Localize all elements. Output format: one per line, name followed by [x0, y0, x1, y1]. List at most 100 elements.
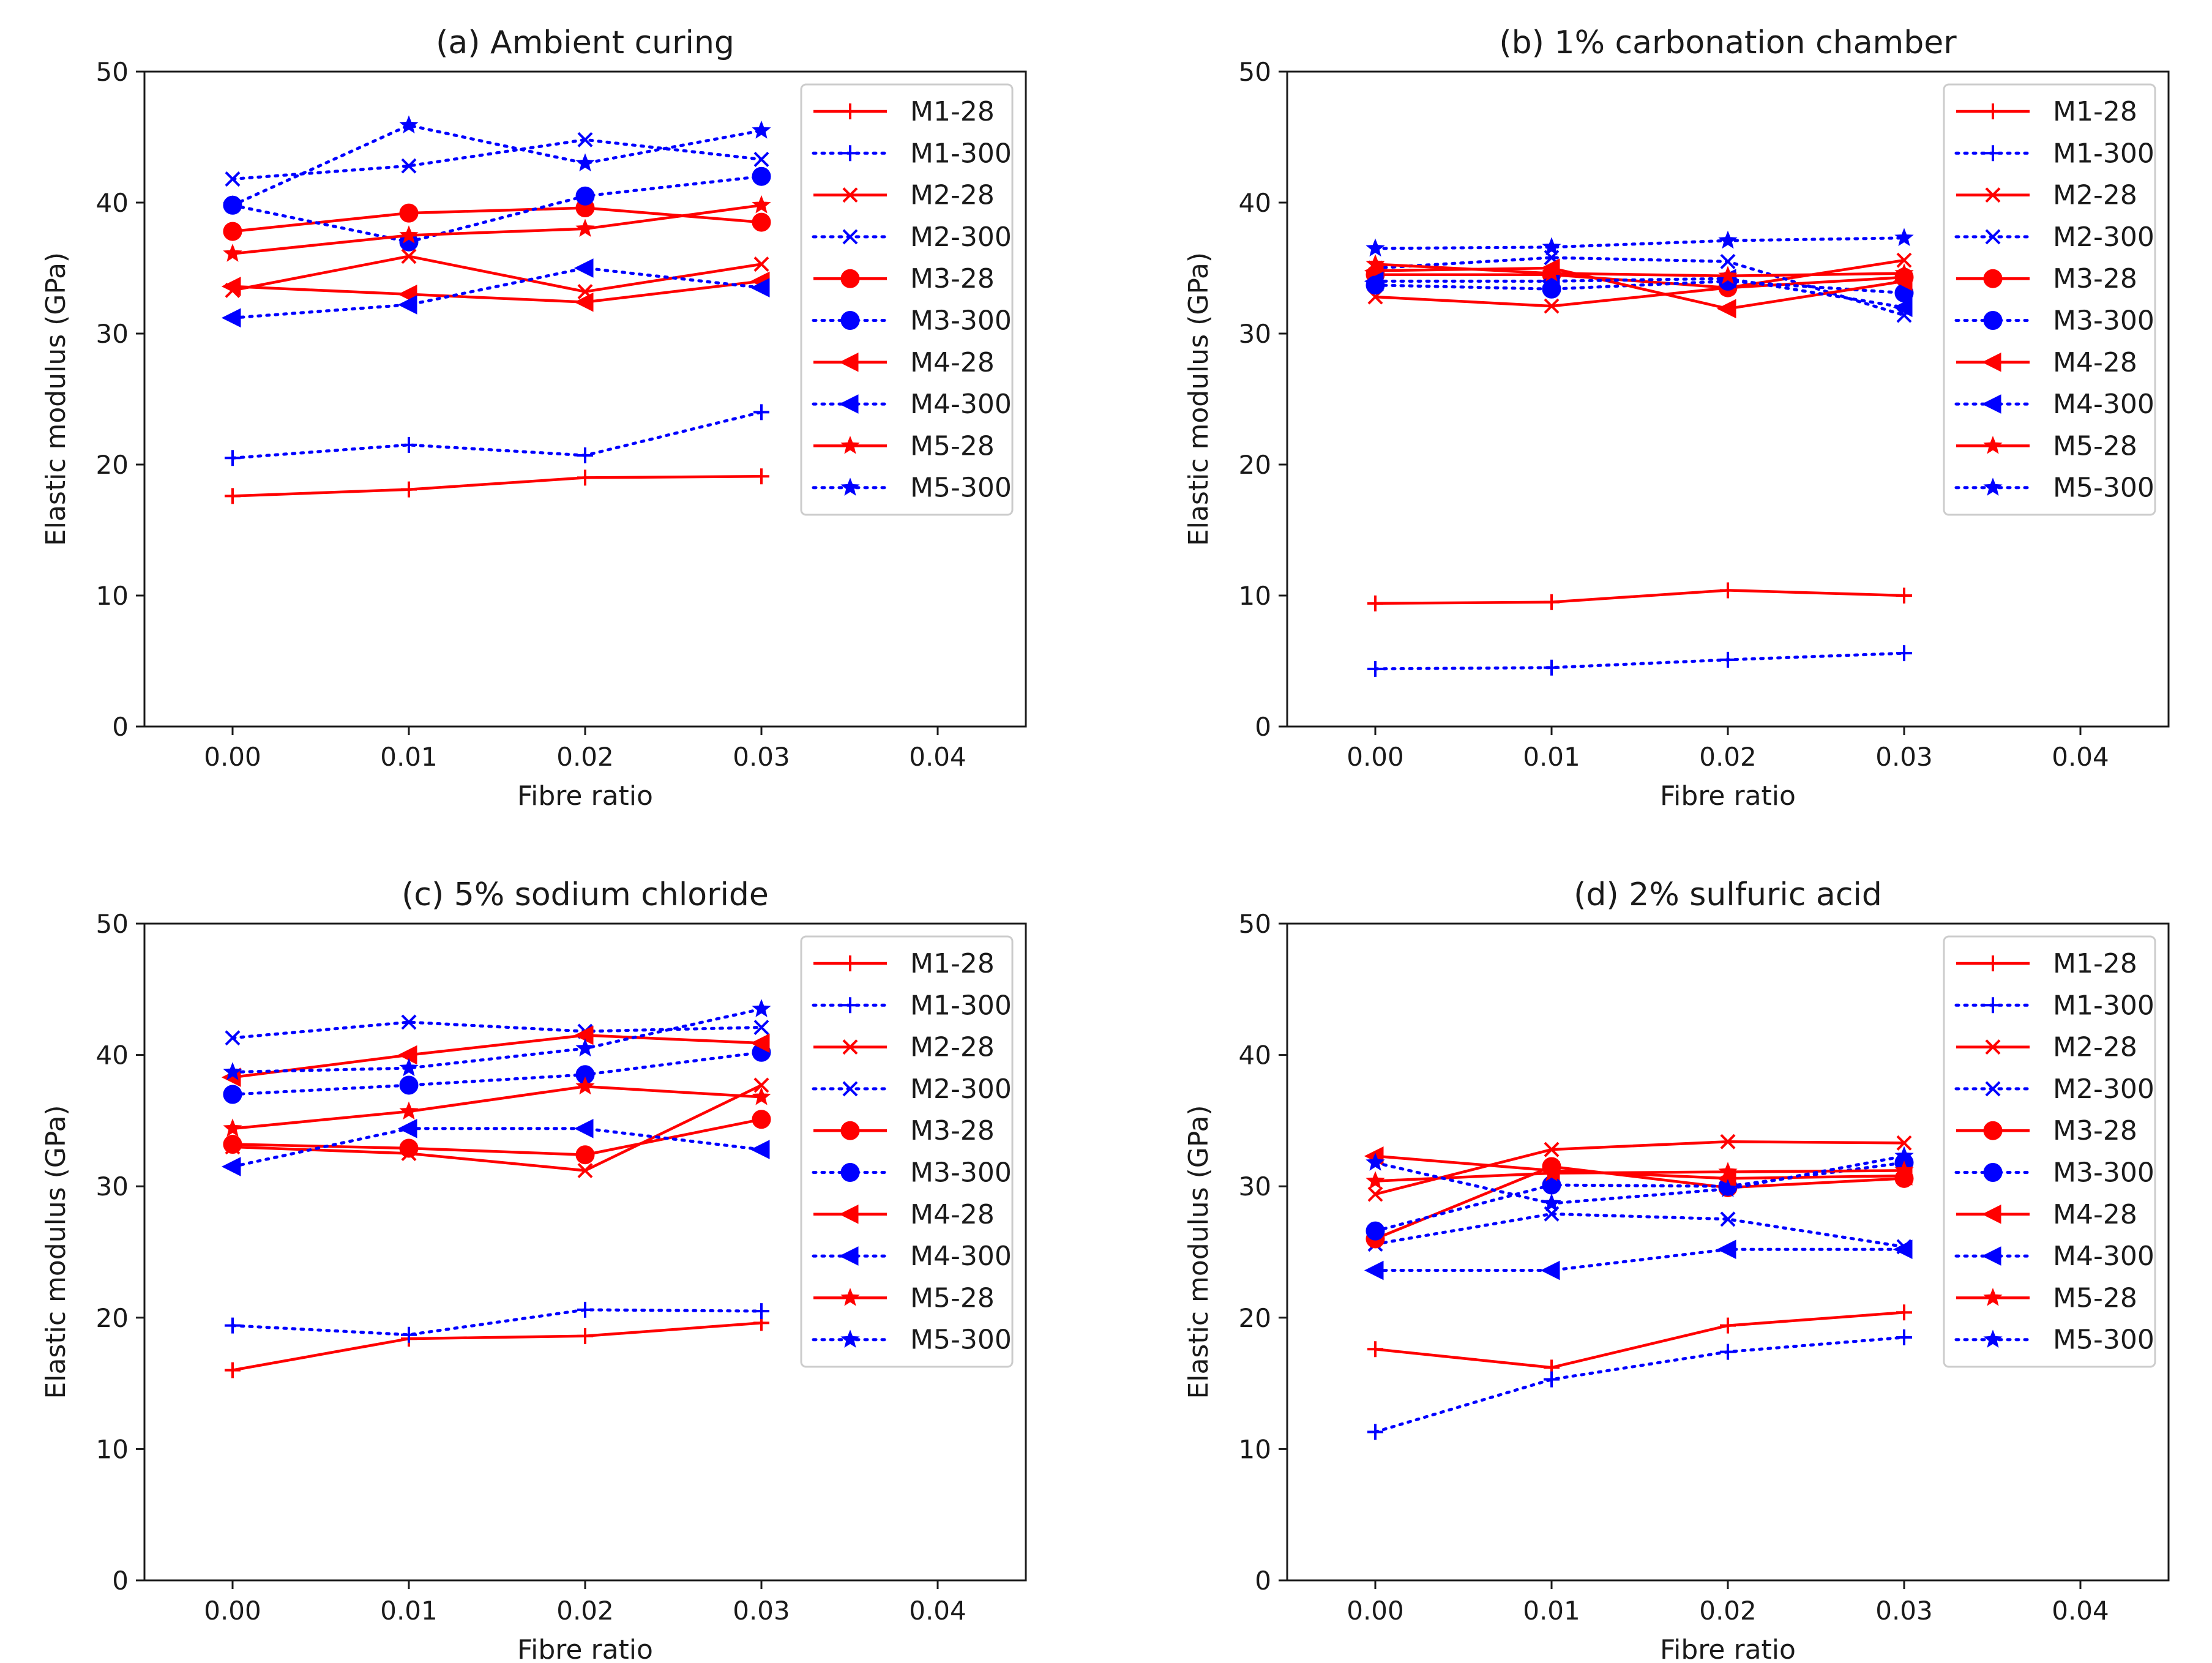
series-line-m5-28 — [1375, 263, 1905, 278]
data-point-m2-28 — [1544, 1142, 1560, 1157]
data-point-m5-300 — [223, 195, 242, 214]
legend-label: M3-28 — [2053, 1115, 2137, 1146]
legend-marker-m3-300 — [840, 311, 860, 330]
data-point-m4-300 — [1893, 1239, 1913, 1260]
y-axis-label: Elastic modulus (GPa) — [40, 252, 72, 546]
y-tick-label: 20 — [1239, 450, 1271, 480]
chart-title: (b) 1% carbonation chamber — [1499, 24, 1957, 61]
legend-marker-m5-300 — [1983, 1329, 2003, 1348]
data-point-m4-300 — [574, 258, 594, 278]
legend: M1-28 M1-300 M2-28 M2-300 M3-28 M3-300 M4-28 M4… — [1943, 83, 2156, 516]
legend-marker-m2-28 — [1985, 1039, 2001, 1055]
series-line-m4-300 — [231, 1127, 763, 1168]
data-point-m3-28 — [752, 1110, 771, 1129]
legend-label: M3-300 — [910, 305, 1012, 337]
data-point-m1-300 — [401, 1326, 417, 1343]
data-point-m1-300 — [1896, 645, 1912, 662]
legend-marker-m4-300 — [839, 394, 859, 414]
data-point-m4-300 — [221, 308, 241, 328]
data-point-m1-300 — [1544, 659, 1560, 676]
y-tick-label: 40 — [1239, 188, 1271, 218]
data-point-m4-300 — [397, 1118, 417, 1138]
series-line-m3-300 — [1373, 279, 1906, 295]
x-tick-label: 0.00 — [1347, 1596, 1404, 1626]
legend-marker-m1-300 — [1985, 145, 2001, 162]
data-point-m1-300 — [225, 1317, 241, 1334]
x-tick-label: 0.03 — [733, 1596, 790, 1626]
data-point-m4-300 — [1364, 271, 1384, 291]
legend-label: M5-28 — [910, 1282, 995, 1314]
y-tick-label: 10 — [96, 581, 129, 611]
legend-marker-m2-300 — [1985, 1081, 2001, 1097]
x-tick-label: 0.02 — [1699, 742, 1757, 772]
y-tick-label: 10 — [96, 1434, 129, 1464]
legend-label: M2-28 — [910, 1032, 995, 1063]
data-point-m1-300 — [753, 404, 769, 420]
data-point-m5-300 — [1894, 228, 1914, 247]
legend-label: M2-28 — [2053, 1032, 2137, 1063]
y-tick-label: 0 — [112, 712, 129, 742]
legend-label: M1-28 — [2053, 96, 2137, 127]
legend-marker-m5-300 — [1983, 477, 2003, 496]
data-point-m1-300 — [1720, 651, 1736, 668]
y-tick-label: 30 — [96, 1172, 129, 1201]
data-point-m2-300 — [401, 1014, 417, 1030]
legend-marker-m4-28 — [1981, 352, 2001, 372]
data-point-m2-28 — [1544, 298, 1560, 314]
legend-marker-m1-300 — [842, 997, 858, 1014]
data-point-m5-300 — [1718, 1179, 1738, 1197]
legend-marker-m3-28 — [840, 1121, 860, 1140]
data-point-m5-28 — [752, 1086, 771, 1105]
x-tick-label: 0.04 — [2052, 742, 2109, 772]
series-line-m3-300 — [1373, 1161, 1906, 1233]
legend-label: M5-300 — [2053, 1325, 2154, 1356]
chart-title: (a) Ambient curing — [436, 24, 734, 61]
series-line-m4-28 — [232, 1034, 762, 1079]
legend-marker-m2-300 — [842, 229, 858, 245]
data-point-m2-300 — [753, 151, 769, 167]
legend-label: M1-28 — [910, 948, 995, 979]
data-point-m4-300 — [397, 295, 417, 315]
y-tick-label: 0 — [1255, 1566, 1271, 1596]
series-line-m3-28 — [232, 1118, 762, 1156]
legend-label: M5-28 — [2053, 430, 2137, 462]
series-line-m2-300 — [231, 138, 763, 181]
data-point-m2-300 — [753, 1020, 769, 1035]
y-tick-label: 50 — [96, 909, 129, 939]
data-point-m1-300 — [577, 1301, 593, 1318]
data-point-m5-28 — [223, 1118, 242, 1137]
data-point-m2-300 — [577, 132, 593, 148]
legend-marker-m5-28 — [840, 436, 860, 454]
legend-marker-m5-300 — [840, 1329, 860, 1348]
series-line-m5-300 — [1373, 1154, 1906, 1205]
series-line-m1-28 — [232, 475, 762, 498]
series-line-m1-300 — [1373, 651, 1906, 671]
data-point-m1-28 — [1896, 588, 1912, 604]
legend-label: M2-300 — [2053, 222, 2154, 253]
series-line-m5-28 — [232, 1085, 762, 1130]
series-line-m2-300 — [1373, 256, 1906, 317]
data-point-m2-28 — [1720, 1134, 1736, 1149]
data-point-m1-300 — [753, 1303, 769, 1320]
data-point-m5-28 — [1366, 1171, 1385, 1189]
data-point-m4-300 — [1540, 1260, 1560, 1280]
legend-marker-m4-28 — [839, 352, 859, 372]
data-point-m1-300 — [1544, 1371, 1560, 1388]
y-axis-label: Elastic modulus (GPa) — [40, 1105, 72, 1399]
series-line-m5-300 — [231, 1007, 763, 1074]
data-point-m4-300 — [750, 1140, 770, 1159]
data-point-m3-28 — [399, 1138, 419, 1158]
legend-marker-m2-28 — [1985, 187, 2001, 203]
data-point-m5-28 — [1894, 1160, 1914, 1179]
legend-label: M4-28 — [910, 347, 995, 378]
data-point-m5-28 — [399, 1101, 419, 1120]
data-point-m5-28 — [1366, 254, 1385, 272]
y-tick-label: 0 — [112, 1566, 129, 1596]
plot-area — [221, 115, 771, 504]
data-point-m5-300 — [752, 999, 771, 1017]
x-axis-label: Fibre ratio — [1660, 1634, 1796, 1663]
x-axis-label: Fibre ratio — [517, 780, 653, 812]
legend-label: M4-300 — [2053, 389, 2154, 420]
data-point-m2-300 — [401, 158, 417, 174]
data-point-m1-300 — [401, 436, 417, 453]
